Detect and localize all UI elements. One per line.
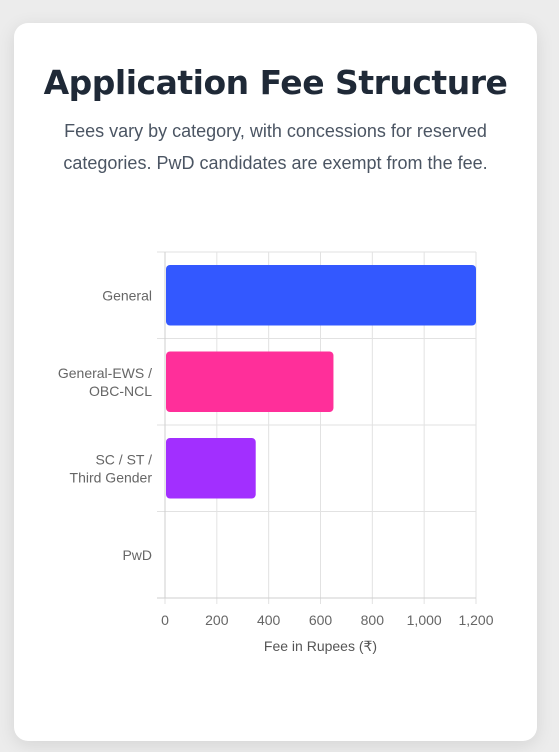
x-tick-label: 400: [257, 612, 281, 628]
page-title: Application Fee Structure: [43, 63, 508, 102]
category-label-line: SC / ST /: [95, 451, 152, 467]
category-label-line: Third Gender: [70, 469, 153, 485]
bar: [166, 351, 334, 413]
category-label-line: OBC-NCL: [89, 383, 152, 399]
bar: [166, 264, 476, 326]
category-label: General-EWS / OBC-NCL: [58, 365, 152, 399]
category-label-line: PwD: [122, 547, 152, 563]
x-tick-label: 1,200: [458, 612, 493, 628]
category-label: General: [102, 287, 152, 303]
x-tick-label: 600: [309, 612, 333, 628]
category-label: SC / ST / Third Gender: [70, 451, 153, 485]
x-tick-label: 800: [361, 612, 385, 628]
page-subtitle: Fees vary by category, with concessions …: [63, 121, 488, 173]
x-axis-title: Fee in Rupees (₹): [264, 638, 377, 654]
x-tick-label: 1,000: [407, 612, 442, 628]
x-tick-label: 0: [161, 612, 169, 628]
bar: [166, 437, 256, 499]
x-tick-label: 200: [205, 612, 229, 628]
category-label: PwD: [122, 547, 152, 563]
category-label-line: General-EWS /: [58, 365, 152, 381]
category-label-line: General: [102, 287, 152, 303]
